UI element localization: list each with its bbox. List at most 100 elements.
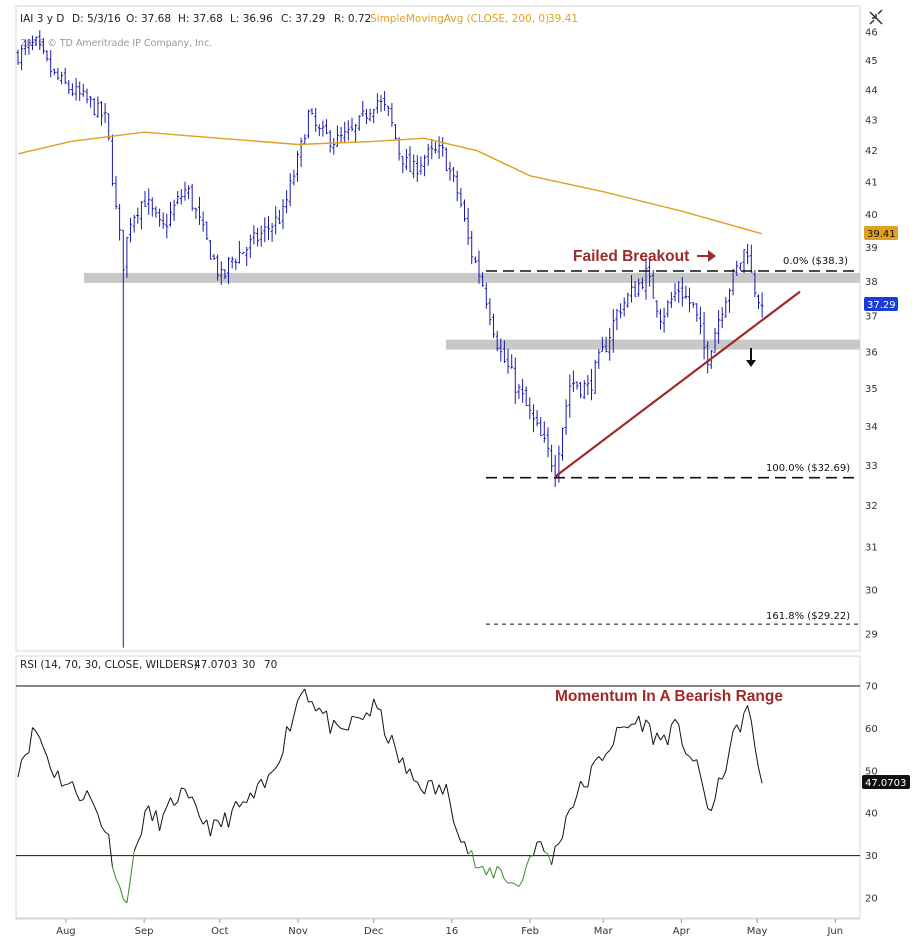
rsi-segment <box>670 719 676 725</box>
collapse-arrows-icon[interactable] <box>869 9 883 25</box>
rsi-segment <box>101 826 106 833</box>
rsi-segment <box>300 688 306 695</box>
header-symbol: IAI 3 y D <box>20 13 64 25</box>
rsi-segment <box>340 728 345 730</box>
rsi-segment <box>97 814 102 827</box>
rsi-segment <box>86 790 92 799</box>
rsi-segment <box>373 698 378 709</box>
rsi-segment <box>79 799 84 802</box>
rsi-segment <box>140 811 146 835</box>
rsi-segment <box>402 757 407 774</box>
rsi-segment <box>656 732 661 741</box>
rsi-segment <box>638 715 643 732</box>
rsi-segment <box>485 867 491 876</box>
rsi-segment <box>366 712 371 717</box>
rsi-segment <box>53 770 59 778</box>
rsi-segment <box>544 851 549 855</box>
rsi-segment <box>601 753 607 761</box>
y-tick-36: 36 <box>865 347 878 358</box>
rsi-segment <box>297 693 302 702</box>
rsi-segment <box>460 841 465 843</box>
header-high: H: 37.68 <box>178 13 223 25</box>
rsi-segment <box>413 780 418 783</box>
copyright: 2016 © TD Ameritrade IP Company, Inc. <box>20 38 212 49</box>
rsi-y-tick-70: 70 <box>865 682 878 693</box>
rsi-segment <box>249 792 255 799</box>
ohlc-bars <box>16 30 764 648</box>
rsi-segment <box>442 784 447 795</box>
rsi-segment <box>507 882 512 884</box>
rsi-segment <box>170 797 175 806</box>
header-range: R: 0.72 <box>334 13 371 25</box>
rsi-segment <box>641 719 647 732</box>
rsi-segment <box>558 837 563 844</box>
rsi-segment <box>547 853 553 865</box>
rsi-segment <box>398 757 404 764</box>
rsi-segment <box>264 774 269 789</box>
header-open: O: 37.68 <box>126 13 171 25</box>
x-tick-May: May <box>747 926 768 937</box>
rsi-segment <box>580 780 585 788</box>
rsi-segment <box>32 727 37 732</box>
rsi-segment <box>591 760 596 767</box>
rsi-segment <box>645 719 650 725</box>
rsi-segment <box>115 878 121 887</box>
rsi-segment <box>50 768 55 778</box>
y-tick-34: 34 <box>865 422 878 433</box>
momentum-label: Momentum In A Bearish Range <box>555 688 783 705</box>
rsi-segment <box>195 805 200 818</box>
rsi-segment <box>496 865 502 870</box>
rsi-segment <box>75 792 81 802</box>
rsi-segment <box>166 797 171 807</box>
rsi-segment <box>25 752 30 756</box>
y-tick-31: 31 <box>865 543 878 554</box>
rsi-segment <box>482 866 487 876</box>
rsi-segment <box>282 726 288 753</box>
fib-levels <box>486 270 860 625</box>
rsi-segment <box>554 843 560 847</box>
rsi-segment <box>525 856 531 867</box>
rsi-y-axis: 20 30 40 50 60 70 <box>865 682 878 905</box>
rsi-segment <box>220 812 226 828</box>
rsi-segment <box>184 789 190 799</box>
rsi-badge: 47.0703 <box>862 775 910 789</box>
rsi-segment <box>217 820 222 828</box>
rsi-segment <box>467 849 473 855</box>
rsi-segment <box>685 753 690 757</box>
x-tick-Nov: Nov <box>288 926 308 937</box>
rsi-segment <box>576 780 582 796</box>
rsi-segment <box>515 883 520 887</box>
rsi-segment <box>562 816 567 838</box>
rsi-y-tick-20: 20 <box>865 894 878 905</box>
y-tick-33: 33 <box>865 461 878 472</box>
rsi-segment <box>202 819 208 825</box>
rsi-segment <box>308 701 313 703</box>
rsi-segment <box>311 701 317 712</box>
rsi-y-tick-30: 30 <box>865 851 878 862</box>
rsi-segment <box>533 841 538 856</box>
y-tick-39: 39 <box>865 243 878 254</box>
rsi-y-tick-60: 60 <box>865 724 878 735</box>
rsi-segment <box>108 834 113 867</box>
rsi-segment <box>693 759 697 762</box>
rsi-segment <box>318 707 324 714</box>
rsi-segment <box>68 781 73 785</box>
rsi-header-label[interactable]: RSI (14, 70, 30, CLOSE, WILDERS) <box>20 659 198 671</box>
x-tick-Mar: Mar <box>594 926 614 937</box>
header-sma-value: 39.41 <box>548 13 578 25</box>
rsi-segment <box>181 787 186 790</box>
y-tick-41: 41 <box>865 178 878 189</box>
rsi-segment <box>188 796 193 799</box>
rsi-segment <box>714 777 720 800</box>
rsi-segment <box>489 867 494 879</box>
x-tick-Aug: Aug <box>56 926 76 937</box>
rsi-segment <box>155 810 161 831</box>
y-tick-43: 43 <box>865 116 878 127</box>
rsi-segment <box>627 723 632 729</box>
rsi-segment <box>151 810 157 822</box>
y-tick-38: 38 <box>865 277 878 288</box>
header-sma-label[interactable]: SimpleMovingAvg (CLOSE, 200, 0) <box>370 13 549 25</box>
rsi-segment <box>61 784 66 787</box>
rsi-segment <box>471 850 476 868</box>
